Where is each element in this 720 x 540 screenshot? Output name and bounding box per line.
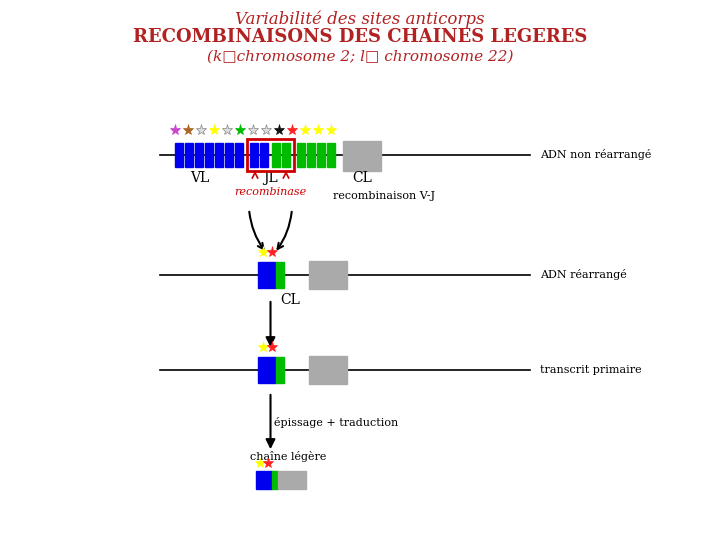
Bar	[317, 143, 325, 167]
Bar	[225, 143, 233, 167]
Bar	[250, 143, 258, 167]
Text: (k□chromosome 2; l□ chromosome 22): (k□chromosome 2; l□ chromosome 22)	[207, 50, 513, 64]
Bar	[282, 143, 290, 167]
Bar	[258, 262, 276, 288]
Bar	[175, 143, 183, 167]
Bar	[271, 471, 277, 489]
Text: recombinaison V-J: recombinaison V-J	[333, 191, 435, 201]
Text: Variabilité des sites anticorps: Variabilité des sites anticorps	[235, 10, 485, 28]
Bar	[308, 356, 346, 384]
Text: RECOMBINAISONS DES CHAINES LEGERES: RECOMBINAISONS DES CHAINES LEGERES	[132, 28, 588, 46]
Bar	[307, 143, 315, 167]
Bar	[215, 143, 223, 167]
Text: épissage + traduction: épissage + traduction	[274, 416, 399, 428]
Bar	[327, 143, 335, 167]
Bar	[276, 357, 284, 383]
Bar	[276, 262, 284, 288]
Bar	[260, 143, 268, 167]
Bar	[277, 471, 305, 489]
Text: chaîne légère: chaîne légère	[250, 451, 326, 462]
Bar	[297, 143, 305, 167]
Bar	[247, 139, 294, 171]
Bar	[308, 261, 346, 289]
Text: CL: CL	[352, 171, 372, 185]
Text: ADN non réarrangé: ADN non réarrangé	[540, 150, 652, 160]
Bar	[272, 143, 280, 167]
Bar	[205, 143, 213, 167]
Bar	[195, 143, 203, 167]
Text: JL: JL	[263, 171, 278, 185]
Text: ADN réarrangé: ADN réarrangé	[540, 269, 626, 280]
Bar	[235, 143, 243, 167]
Text: transcrit primaire: transcrit primaire	[540, 365, 642, 375]
Text: CL: CL	[281, 293, 300, 307]
Bar	[343, 141, 381, 171]
Bar	[256, 471, 271, 489]
Text: recombinase: recombinase	[235, 187, 307, 197]
Bar	[258, 357, 276, 383]
Text: VL: VL	[190, 171, 210, 185]
Bar	[185, 143, 193, 167]
